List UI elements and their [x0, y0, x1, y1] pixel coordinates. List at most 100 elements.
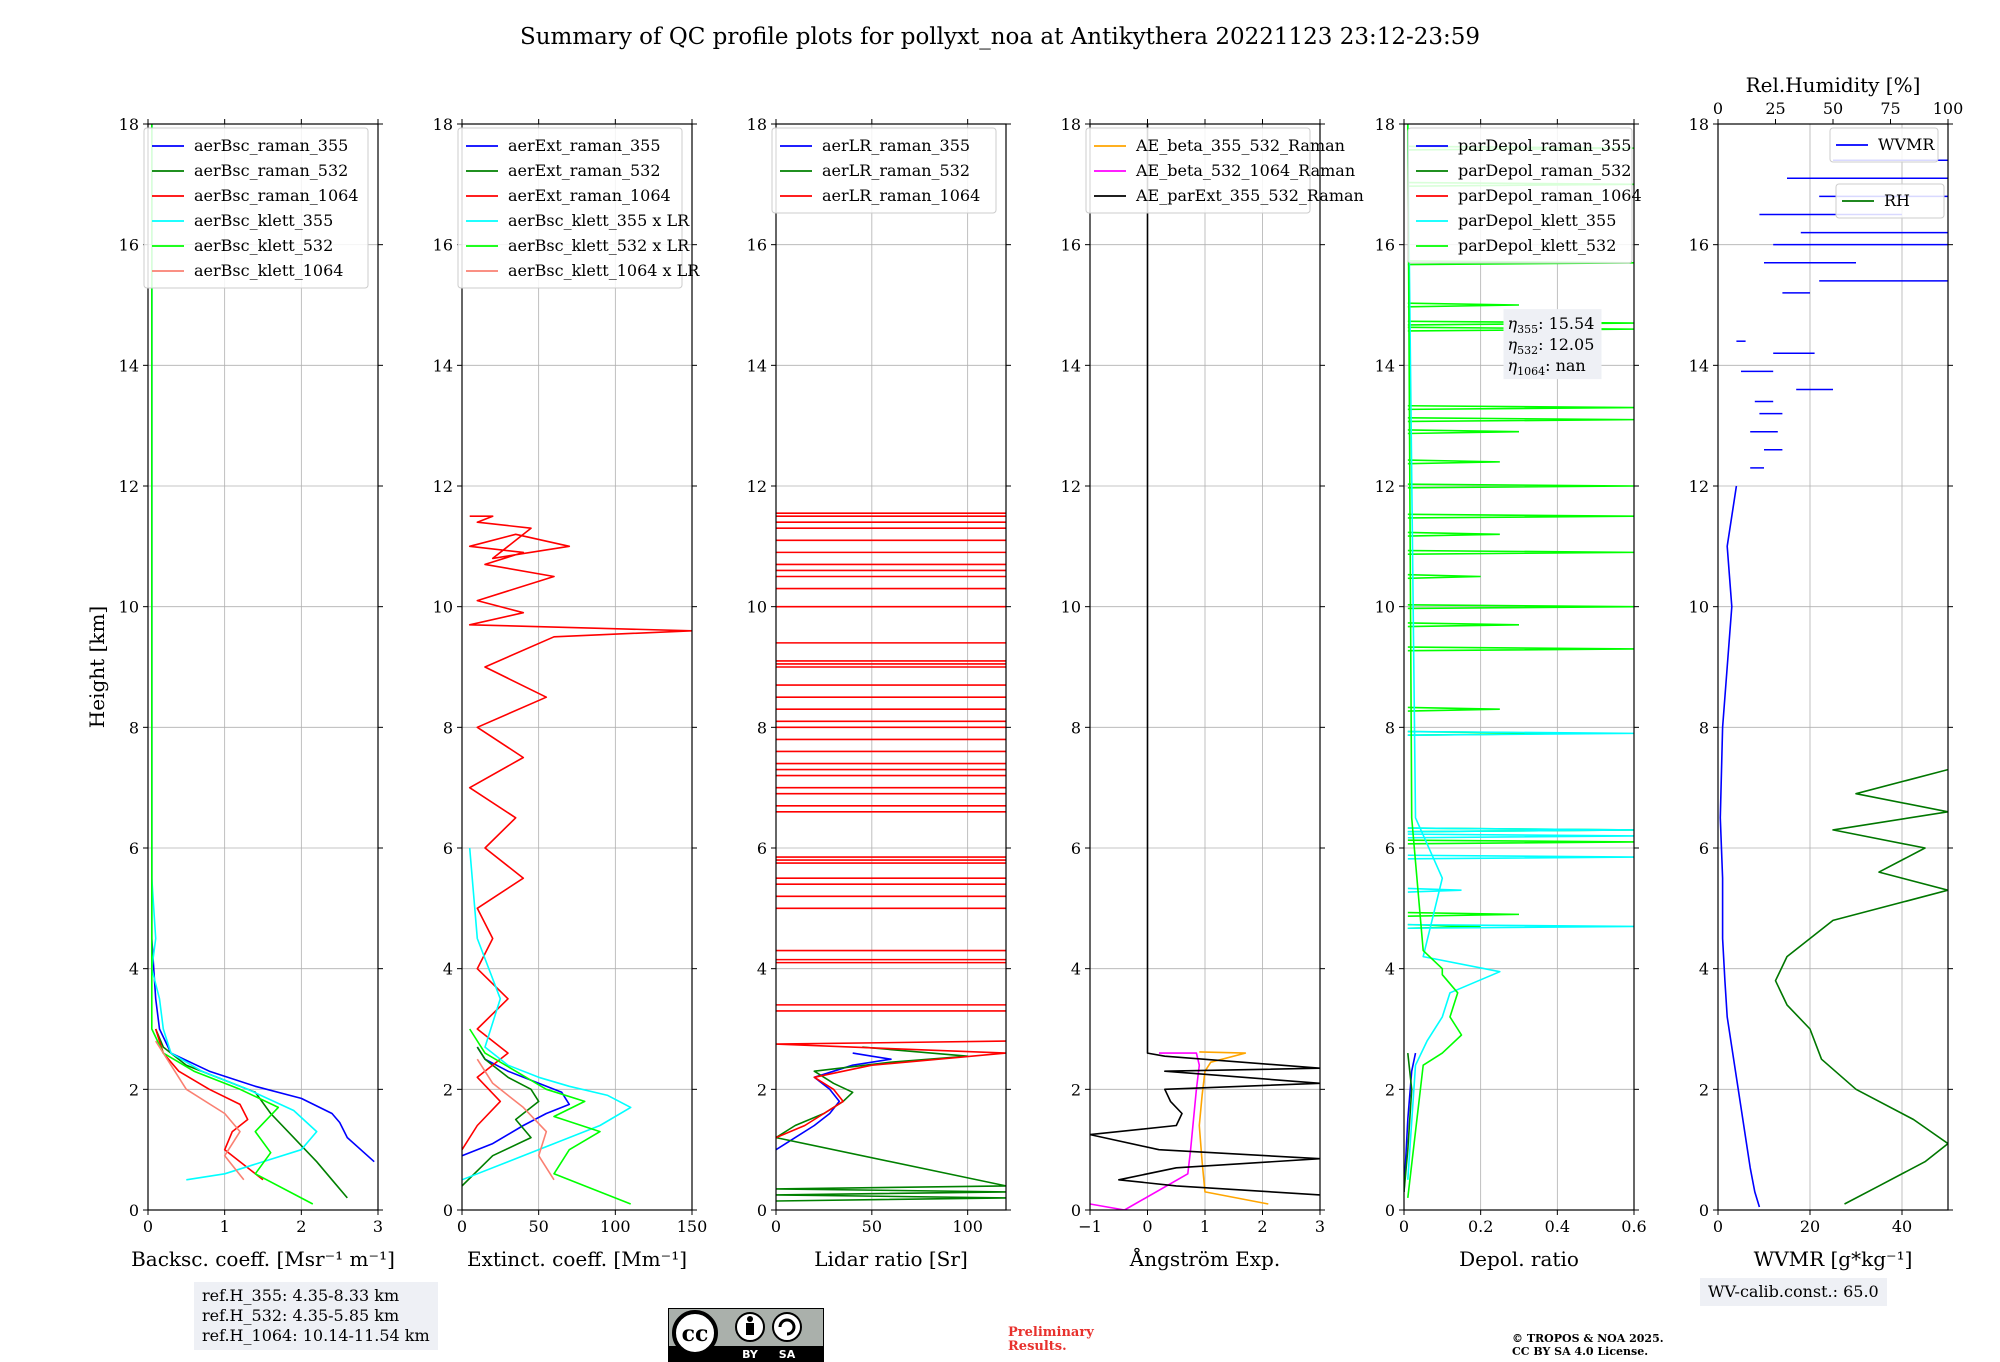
y-tick-label: 2 [1385, 1080, 1395, 1099]
y-tick-label: 6 [1385, 839, 1395, 858]
axes-frame [1717, 123, 1949, 1211]
legend: aerLR_raman_355 aerLR_raman_532 aerLR_rama… [771, 127, 997, 214]
plot-area [1404, 124, 1634, 1198]
y-tick-label: 4 [129, 960, 139, 979]
legend-label: aerLR_raman_355 [822, 136, 970, 155]
y-tick-label: 12 [1375, 477, 1395, 496]
legend-box [1835, 183, 1945, 219]
preliminary-line-2: Results. [1008, 1339, 1067, 1354]
y-tick-label: 14 [1061, 356, 1081, 375]
y-tick-label: 8 [443, 718, 453, 737]
x-tick-label: 0.6 [1621, 1217, 1646, 1236]
series-line-AE_beta_355_532_Raman [1198, 1051, 1269, 1205]
y-tick-label: 14 [433, 356, 453, 375]
series-line-AE_beta_532_1064_Raman [1090, 1052, 1201, 1210]
legend-label: aerLR_raman_532 [822, 161, 970, 180]
eta-value-1064: η1064: nan [1508, 356, 1586, 378]
y-tick-label: 4 [1071, 960, 1081, 979]
plot-area [1090, 124, 1320, 1210]
y-tick-label: 18 [747, 115, 767, 134]
x-tick-label: 100 [952, 1217, 983, 1236]
top-x-tick-label: 0 [1713, 99, 1723, 118]
y-tick-label: 12 [747, 477, 767, 496]
y-tick-label: 14 [747, 356, 767, 375]
y-tick-label: 6 [443, 839, 453, 858]
depol-spike [1407, 404, 1634, 411]
y-tick-label: 18 [1689, 115, 1709, 134]
y-tick-label: 6 [1071, 839, 1081, 858]
x-axis-label: Extinct. coeff. [Mm⁻¹] [467, 1247, 687, 1271]
depol-spike [1407, 417, 1634, 423]
ref-height-355: ref.H_355: 4.35-8.33 km [202, 1286, 400, 1305]
y-tick-label: 14 [1375, 356, 1395, 375]
series-line-parDepol_raman_532 [1404, 1053, 1413, 1192]
depol-spike [1407, 646, 1634, 652]
x-axis-label: Ångström Exp. [1129, 1246, 1280, 1271]
ref-height-532: ref.H_532: 4.35-5.85 km [202, 1306, 400, 1325]
depol-spike [1407, 513, 1634, 519]
panel-depol: 0 0.2 0.4 0.6 0 2 4 6 8 10 12 14 16 18 Depol. ratio par… [1375, 115, 1647, 1271]
legend-label: aerExt_raman_355 [508, 136, 661, 155]
depol-spike [1407, 887, 1462, 893]
y-tick-label: 10 [433, 598, 453, 617]
legend-label: AE_parExt_355_532_Raman [1135, 186, 1364, 205]
depol-spike [1407, 302, 1520, 308]
x-tick-label: 50 [862, 1217, 882, 1236]
series-line-aerBsc_klett_355 [151, 124, 318, 1181]
legend: AE_beta_355_532_Raman AE_beta_532_1064_Ra… [1085, 127, 1364, 214]
depol-spike [1407, 854, 1634, 860]
depol-spike [1407, 459, 1500, 465]
legend-label: RH [1884, 191, 1910, 210]
legend-label: aerBsc_klett_532 x LR [508, 236, 690, 255]
eta-value-355: η355: 15.54 [1508, 314, 1595, 336]
y-tick-label: 8 [129, 718, 139, 737]
legend-box [143, 127, 369, 289]
copyright-line-1: © TROPOS & NOA 2025. [1512, 1332, 1664, 1345]
x-tick-label: 0 [1713, 1217, 1723, 1236]
x-tick-label: 0 [143, 1217, 153, 1236]
y-tick-label: 14 [119, 356, 139, 375]
y-tick-label: 12 [119, 477, 139, 496]
y-tick-label: 10 [1689, 598, 1709, 617]
series-line-AE_parExt_355_532_Raman [1090, 124, 1320, 1196]
depol-spike [1407, 923, 1634, 930]
series-line-aerBsc_klett_532 x LR [469, 1028, 631, 1205]
x-axis-label: Lidar ratio [Sr] [814, 1247, 968, 1271]
depol-spike [1407, 326, 1634, 332]
legend-label: aerLR_raman_1064 [822, 186, 980, 205]
series-line-aerBsc_klett_1064 x LR [476, 1058, 555, 1181]
y-tick-label: 0 [1385, 1201, 1395, 1220]
series-line-aerBsc_klett_1064 [155, 1040, 245, 1181]
y-tick-label: 10 [119, 598, 139, 617]
series-line-aerBsc_klett_355 x LR [462, 847, 632, 1181]
depol-spike [1407, 320, 1634, 326]
depol-spike [1407, 911, 1520, 917]
wv-calib-box: WV-calib.const.: 65.0 [1700, 1278, 1887, 1306]
y-tick-label: 16 [1375, 236, 1395, 255]
legend-label: AE_beta_355_532_Raman [1135, 136, 1345, 155]
legend-label: aerBsc_klett_532 [194, 236, 333, 255]
x-tick-label: 0.2 [1468, 1217, 1493, 1236]
y-tick-label: 16 [1689, 236, 1709, 255]
depol-spike [1407, 429, 1520, 435]
y-tick-label: 0 [129, 1201, 139, 1220]
y-tick-label: 18 [1061, 115, 1081, 134]
legend-box [771, 127, 997, 214]
y-tick-label: 16 [747, 236, 767, 255]
axes-frame [1403, 123, 1635, 1211]
legend-box [1407, 127, 1633, 264]
y-tick-label: 6 [129, 839, 139, 858]
ref-height-1064: ref.H_1064: 10.14-11.54 km [202, 1326, 430, 1345]
y-tick-label: 12 [433, 477, 453, 496]
preliminary-line-1: Preliminary [1008, 1325, 1094, 1340]
y-tick-label: 0 [757, 1201, 767, 1220]
legend-label: parDepol_klett_532 [1458, 236, 1616, 255]
axes-frame [461, 123, 693, 1211]
y-tick-label: 2 [129, 1080, 139, 1099]
y-tick-label: 16 [119, 236, 139, 255]
x-tick-label: 3 [373, 1217, 383, 1236]
x-tick-label: 0 [457, 1217, 467, 1236]
series-line-parDepol_klett_532 [1407, 124, 1463, 1198]
top-x-tick-label: 100 [1933, 99, 1964, 118]
